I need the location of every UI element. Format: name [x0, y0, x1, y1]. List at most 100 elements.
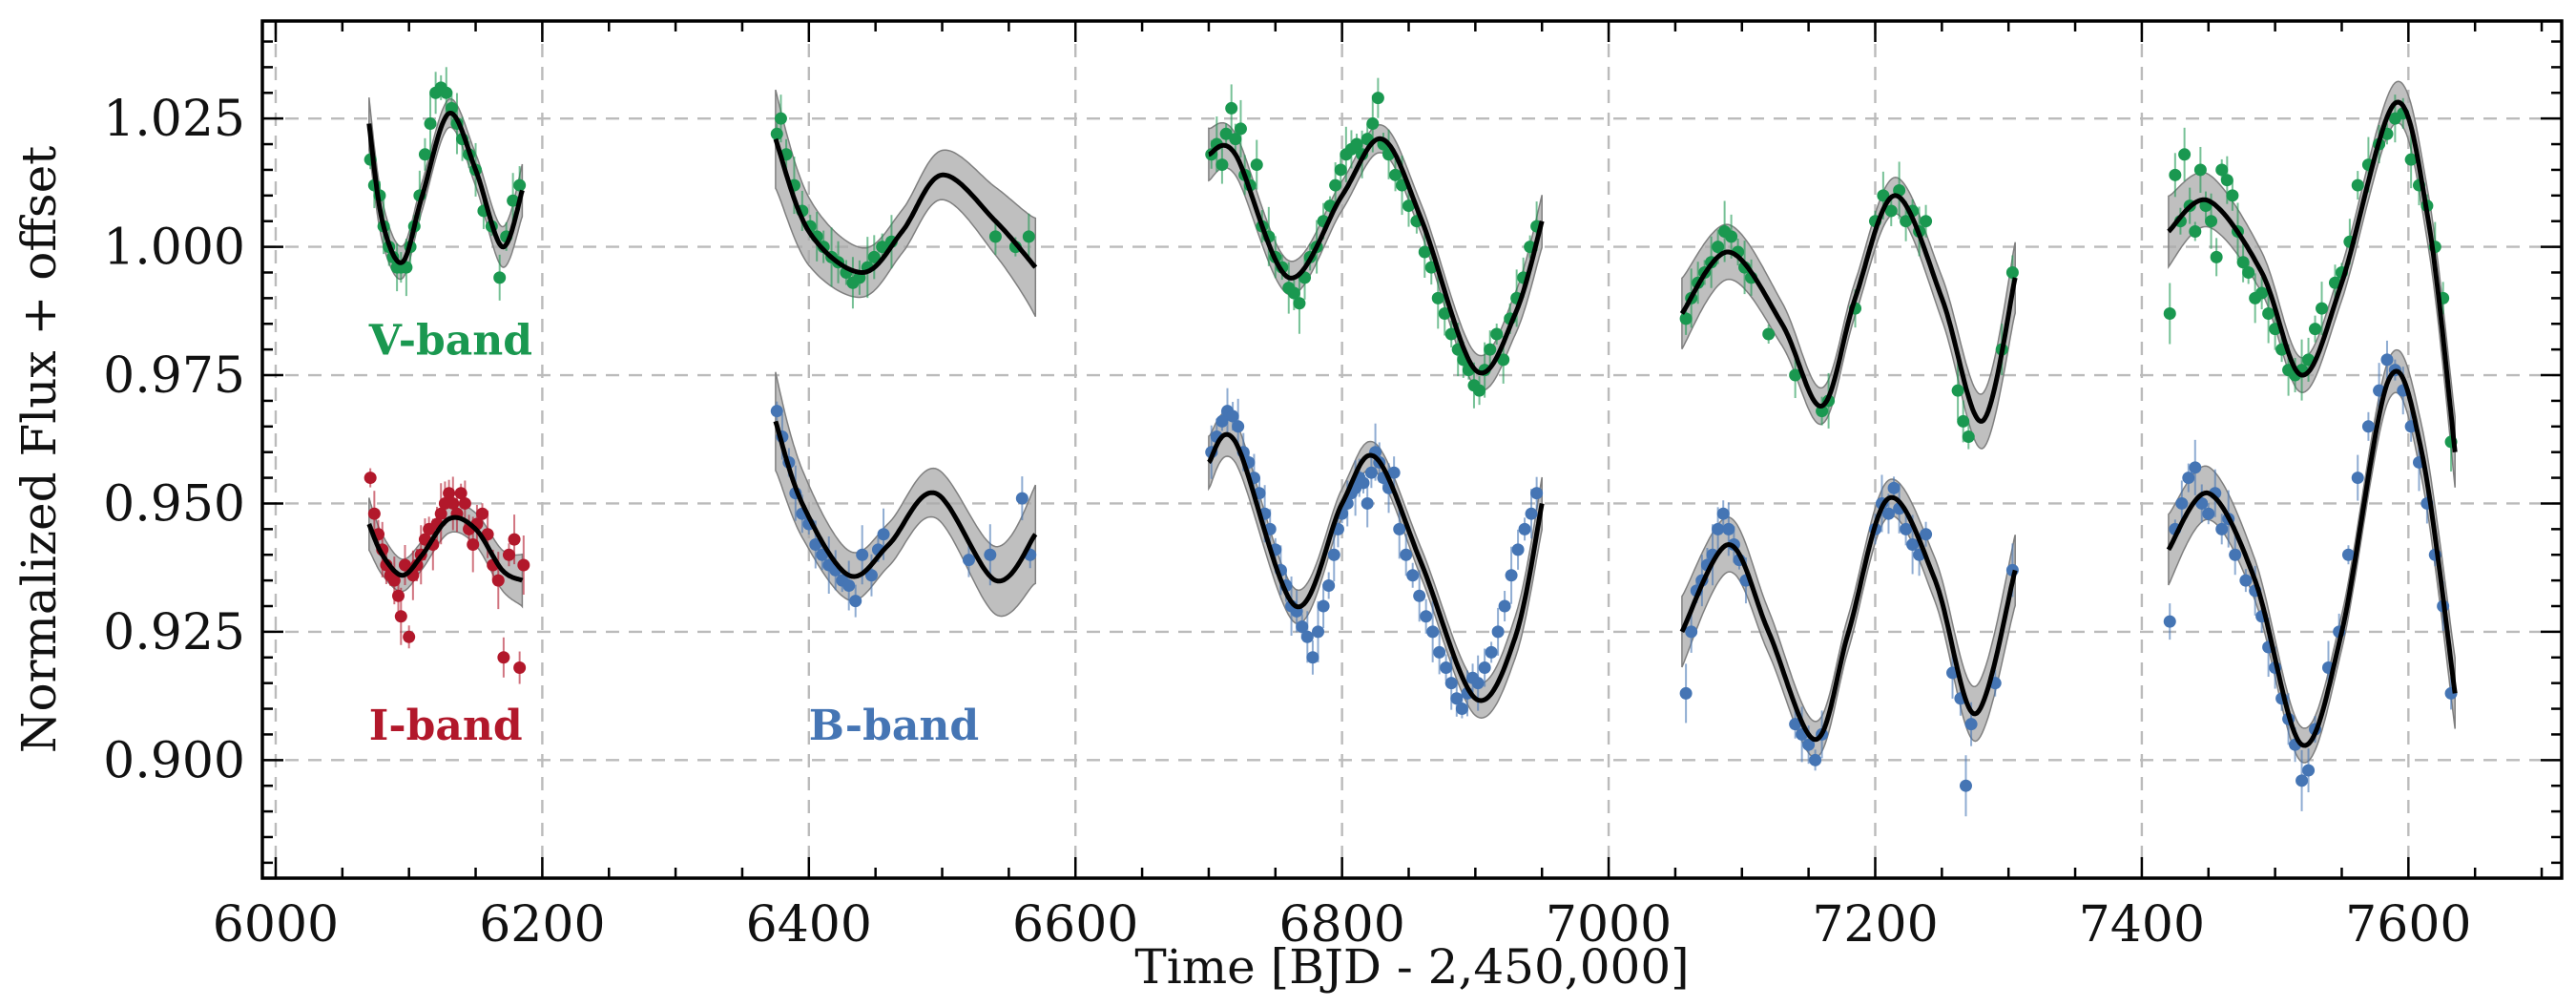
y-tick-label: 0.900: [103, 732, 245, 789]
data-point: [1518, 522, 1531, 535]
data-point: [2195, 496, 2209, 510]
data-point: [842, 578, 856, 592]
data-point: [1438, 307, 1451, 321]
data-point: [1957, 414, 1970, 428]
data-point: [1877, 189, 1890, 202]
data-point: [2182, 472, 2195, 485]
data-point: [2189, 461, 2202, 474]
model-line: [1207, 136, 1545, 376]
data-point: [876, 241, 889, 254]
data-point: [1250, 158, 1263, 172]
data-point: [2361, 420, 2375, 433]
model-uncertainty-band: [775, 89, 1037, 318]
data-point: [849, 595, 862, 608]
data-point: [1300, 630, 1314, 643]
data-point: [508, 533, 521, 546]
data-point: [2215, 522, 2229, 535]
data-point: [774, 112, 787, 125]
data-point: [1900, 522, 1913, 535]
data-point: [867, 250, 881, 263]
x-tick-label: 7400: [2079, 896, 2205, 954]
data-point: [1329, 178, 1342, 192]
data-point: [1444, 677, 1458, 690]
data-point: [1219, 127, 1233, 140]
data-point: [392, 589, 405, 602]
data-point: [2193, 163, 2207, 177]
data-point: [507, 194, 520, 207]
data-point: [1234, 122, 1247, 136]
data-point: [2255, 286, 2269, 300]
data-point: [1444, 327, 1458, 341]
data-point: [1884, 204, 1898, 218]
data-point: [877, 528, 890, 541]
data-point: [770, 405, 783, 418]
data-point: [1226, 409, 1239, 423]
x-tick-label: 6400: [746, 896, 872, 954]
data-point: [2220, 174, 2233, 187]
data-point: [1015, 492, 1028, 505]
x-tick-label: 7200: [1812, 896, 1938, 954]
data-point: [517, 558, 530, 572]
data-point: [1511, 543, 1525, 556]
data-point: [2236, 256, 2250, 269]
data-point: [1712, 522, 1725, 535]
model-line: [773, 137, 1038, 275]
data-point: [364, 472, 377, 485]
data-point: [2351, 178, 2364, 192]
data-point: [1413, 589, 1426, 602]
data-point: [1350, 137, 1363, 151]
data-point: [1450, 692, 1464, 705]
model-uncertainty-band: [1681, 478, 2016, 759]
data-point: [1497, 353, 1510, 367]
data-point: [1433, 645, 1446, 659]
data-point: [1887, 481, 1901, 494]
x-axis-label: Time [BJD - 2,450,000]: [1134, 939, 1689, 995]
grid: [262, 21, 2562, 878]
data-point: [1906, 537, 1920, 551]
model-line: [2166, 368, 2458, 748]
x-tick-label: 7600: [2345, 896, 2471, 954]
band-label: V-band: [368, 317, 532, 366]
data-point: [1471, 677, 1485, 690]
data-point: [1232, 420, 1245, 433]
data-point: [1900, 215, 1913, 228]
data-point: [1920, 528, 1933, 541]
data-point: [2226, 189, 2239, 202]
data-point: [1402, 199, 1416, 213]
data-point: [2262, 307, 2275, 321]
data-point: [1789, 368, 1802, 382]
model-line: [366, 514, 525, 583]
data-point: [1762, 327, 1776, 341]
data-point: [1322, 578, 1336, 592]
data-point: [497, 651, 510, 664]
y-tick-label: 0.950: [103, 475, 245, 533]
data-point: [1371, 92, 1384, 105]
data-point: [1951, 384, 1964, 397]
data-point: [403, 630, 416, 643]
data-point: [1962, 430, 1975, 444]
band-label: I-band: [369, 702, 523, 750]
data-point: [1293, 297, 1306, 310]
data-point: [1287, 286, 1300, 300]
data-point: [1406, 569, 1420, 582]
data-point: [513, 178, 527, 192]
data-point: [2005, 265, 2019, 279]
y-tick-label: 1.000: [103, 220, 245, 277]
model-line: [1207, 431, 1545, 703]
model-line: [773, 420, 1038, 584]
y-tick-label: 0.975: [103, 347, 245, 405]
model-line: [2167, 99, 2458, 452]
data-point: [1455, 703, 1468, 716]
data-point: [962, 554, 975, 567]
data-point: [1490, 327, 1504, 341]
data-point: [1389, 168, 1402, 181]
data-point: [1420, 610, 1433, 623]
data-point: [856, 548, 869, 561]
data-point: [1478, 661, 1491, 675]
data-point: [2178, 148, 2192, 161]
data-point: [1229, 133, 1242, 146]
data-point: [1484, 343, 1497, 356]
data-point: [440, 86, 453, 99]
data-point: [2328, 276, 2341, 289]
